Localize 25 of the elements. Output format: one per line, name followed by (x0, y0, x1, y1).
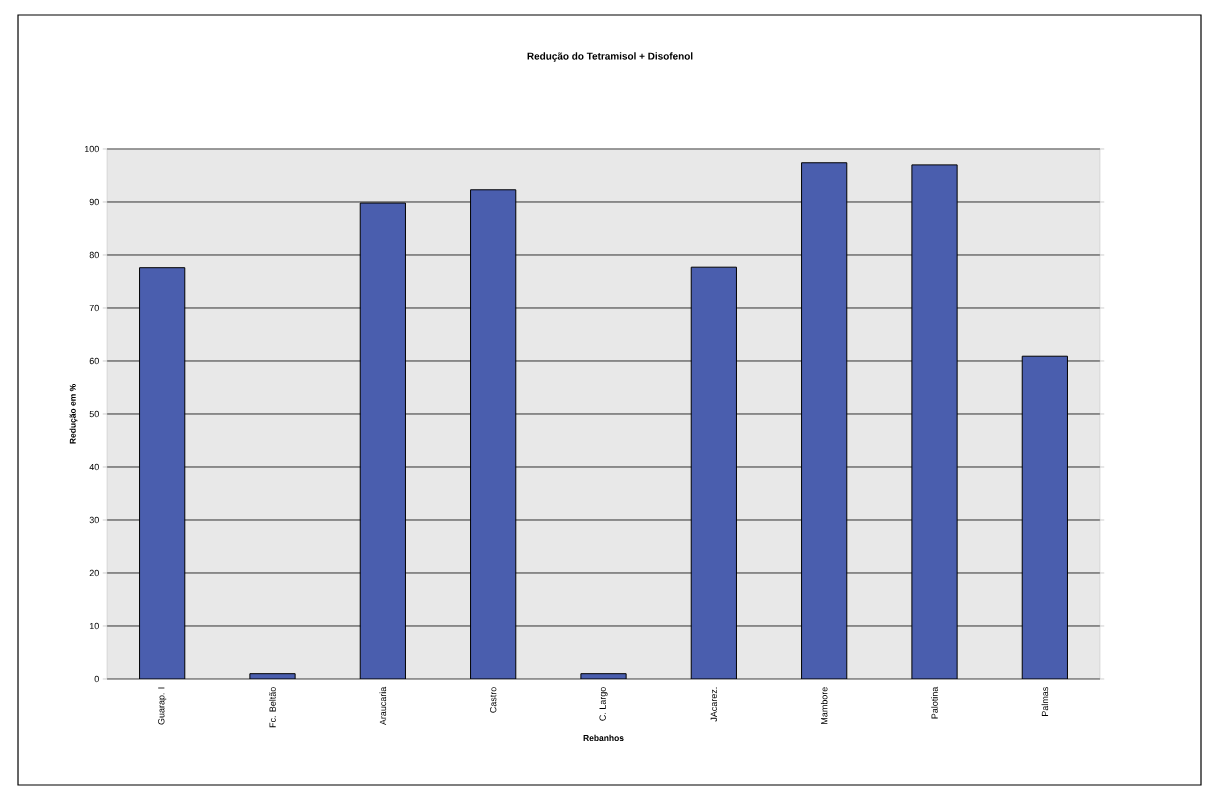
y-tick-label: 0 (94, 675, 99, 683)
y-tick-label: 100 (84, 145, 99, 153)
x-tick-label: Castro (490, 687, 497, 713)
bar (580, 673, 627, 679)
y-tick-label: 30 (89, 516, 99, 524)
x-tick-label: JAcarez. (710, 687, 717, 722)
y-tick-label: 80 (89, 251, 99, 259)
x-tick-label: Mambore (820, 687, 828, 724)
x-tick-label: Palmas (1041, 687, 1049, 716)
x-axis-title: Rebanhos (583, 734, 624, 742)
y-tick-label: 20 (89, 569, 99, 577)
y-tick-label: 90 (89, 198, 99, 206)
x-tick-label: Palotina (931, 686, 938, 719)
y-tick-label: 60 (89, 357, 99, 365)
chart-title: Redução do Tetramisol + Disofenol (527, 52, 693, 62)
x-tick-label: Araucaria (379, 686, 387, 726)
x-tick-label: Guarap. I (158, 687, 167, 725)
bar (249, 673, 296, 679)
y-axis-title: Redução em % (69, 384, 78, 444)
x-tick-label: C. Largo (599, 687, 608, 721)
y-tick-label: 50 (89, 410, 99, 418)
y-tick-label: 70 (89, 304, 99, 312)
y-tick-label: 40 (89, 463, 99, 471)
y-tick-label: 10 (89, 622, 99, 630)
x-tick-label: Fc. Beltão (269, 687, 276, 728)
